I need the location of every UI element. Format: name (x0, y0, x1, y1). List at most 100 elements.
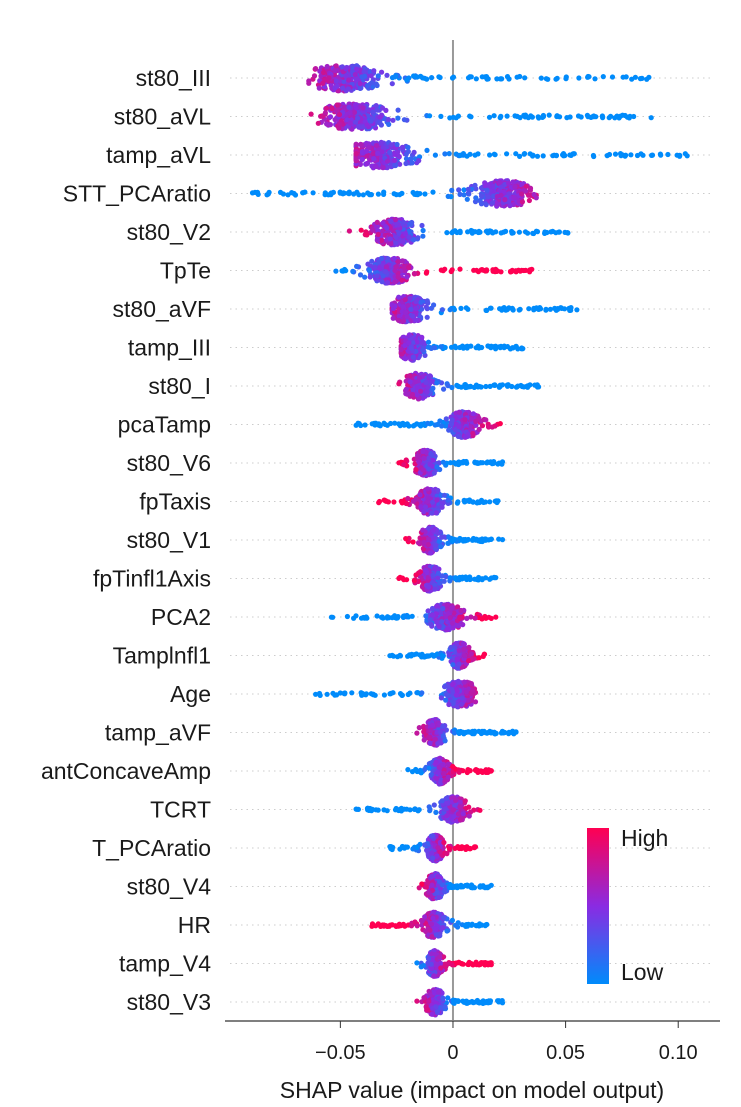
shap-point (413, 379, 419, 385)
shap-point (254, 189, 261, 195)
shap-point (364, 83, 370, 89)
shap-point (387, 236, 393, 242)
shap-point (416, 459, 422, 465)
shap-point (352, 71, 358, 78)
shap-point (574, 307, 580, 313)
shap-point (407, 690, 413, 696)
shap-point (457, 266, 463, 272)
shap-point (457, 191, 463, 197)
shap-point (450, 114, 456, 120)
shap-point (677, 153, 683, 159)
shap-point (374, 613, 380, 619)
shap-point (376, 259, 382, 265)
shap-point (396, 294, 402, 300)
shap-point (527, 382, 533, 388)
shap-point (475, 499, 481, 506)
shap-point (552, 305, 558, 311)
shap-point (523, 183, 529, 189)
shap-point (504, 113, 510, 119)
shap-point (517, 306, 523, 312)
shap-point (487, 152, 493, 158)
shap-point (486, 424, 492, 430)
shap-point (417, 569, 423, 575)
shap-point (406, 234, 412, 240)
shap-point (334, 102, 340, 108)
shap-point (622, 153, 628, 159)
shap-point (437, 580, 443, 586)
shap-point (568, 305, 574, 311)
shap-point (484, 187, 490, 193)
shap-point (472, 576, 478, 582)
shap-point (510, 179, 516, 185)
shap-point (455, 433, 461, 439)
shap-point (385, 116, 391, 123)
shap-point (430, 612, 436, 618)
shap-point (336, 111, 343, 118)
shap-point (424, 389, 430, 395)
shap-point (648, 115, 654, 121)
shap-point (323, 105, 329, 111)
shap-point (461, 646, 467, 652)
shap-point (444, 602, 450, 608)
shap-point (393, 73, 399, 79)
shap-point (329, 105, 335, 112)
shap-point (391, 499, 397, 505)
shap-point (513, 269, 519, 275)
shap-point (404, 77, 410, 83)
shap-point (513, 343, 519, 350)
shap-point (441, 578, 447, 584)
shap-point (349, 690, 355, 696)
shap-point (444, 692, 450, 698)
shap-point (378, 139, 384, 145)
shap-point (540, 113, 547, 120)
shap-point (490, 267, 496, 273)
shap-point (562, 152, 568, 159)
shap-point (383, 264, 390, 270)
shap-point (345, 86, 351, 92)
shap-point (548, 229, 554, 235)
shap-point (409, 391, 415, 398)
shap-point (434, 421, 441, 428)
shap-point (430, 385, 436, 391)
shap-point (620, 74, 626, 80)
shap-point (502, 197, 508, 203)
shap-point (410, 313, 416, 319)
shap-point (488, 536, 494, 543)
shap-point (413, 496, 419, 502)
shap-point (388, 420, 394, 427)
shap-point (374, 107, 380, 113)
shap-point (456, 409, 462, 416)
shap-point (443, 416, 449, 422)
shap-point (337, 190, 343, 196)
shap-point (413, 572, 419, 578)
shap-point (516, 229, 523, 235)
shap-point (375, 150, 381, 156)
shap-point (494, 76, 500, 82)
shap-point (410, 423, 416, 429)
shap-point (399, 351, 405, 357)
shap-point (499, 459, 506, 465)
shap-point (616, 115, 622, 121)
shap-point (433, 510, 439, 516)
shap-point (384, 225, 390, 231)
shap-point (520, 346, 526, 352)
shap-point (460, 152, 467, 158)
shap-point (415, 690, 421, 696)
shap-point (337, 121, 343, 127)
shap-point (326, 75, 332, 81)
shap-point (427, 617, 433, 623)
shap-point (483, 575, 489, 581)
shap-point (445, 383, 451, 389)
shap-point (384, 280, 391, 286)
shap-point (490, 460, 496, 466)
shap-point (600, 74, 606, 80)
shap-point (429, 510, 435, 516)
shap-point (364, 161, 370, 167)
shap-point (327, 114, 334, 120)
shap-point (375, 191, 381, 197)
shap-point (424, 314, 430, 320)
shap-point (351, 191, 357, 197)
shap-point (447, 615, 453, 621)
shap-point (333, 63, 339, 69)
shap-point (497, 179, 503, 185)
